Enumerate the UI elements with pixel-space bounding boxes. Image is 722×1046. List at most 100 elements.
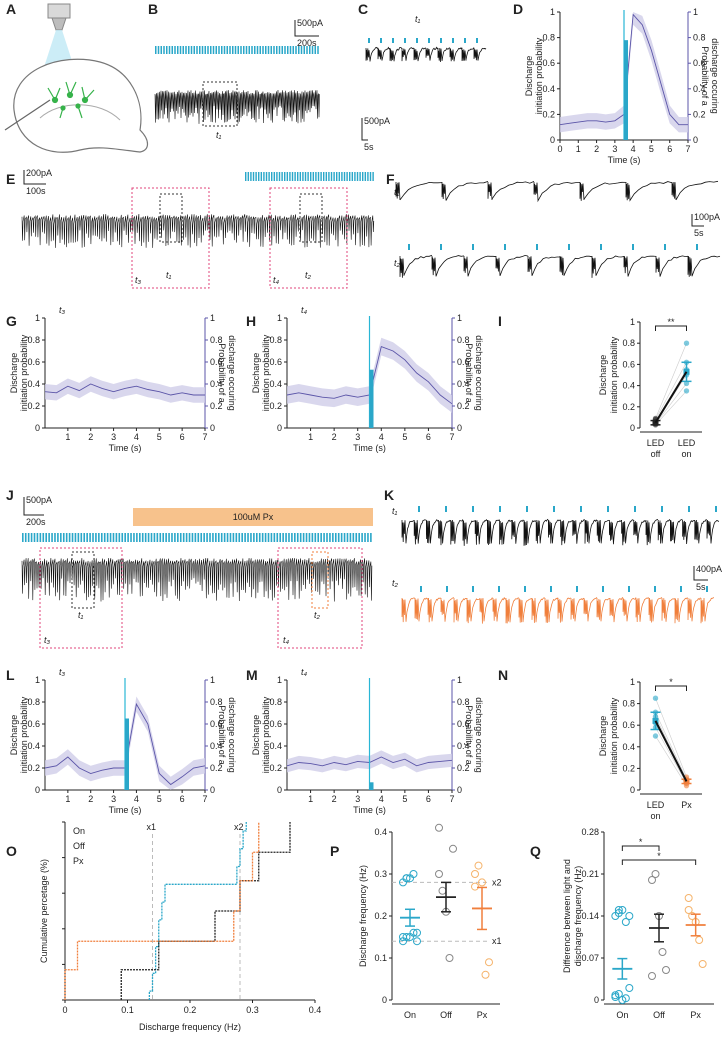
light-pulse bbox=[281, 46, 284, 54]
light-pulse bbox=[270, 533, 273, 542]
reference-label: x2 bbox=[492, 877, 502, 887]
x-tick-label: 6 bbox=[667, 144, 672, 154]
light-pulse bbox=[267, 533, 270, 542]
y2-tick-label: 0.8 bbox=[457, 697, 470, 707]
x-tick-label: Px bbox=[690, 1010, 701, 1020]
light-pulse bbox=[209, 533, 211, 542]
x-axis-label: Time (s) bbox=[608, 155, 641, 165]
light-pulse bbox=[628, 586, 630, 592]
y-axis-label: Discharge bbox=[251, 715, 261, 756]
data-point bbox=[651, 870, 660, 878]
light-pulse bbox=[472, 244, 474, 250]
light-pulse bbox=[30, 533, 33, 542]
light-pulse bbox=[359, 172, 361, 181]
bar bbox=[369, 782, 374, 790]
time-window-label: t₄ bbox=[273, 275, 280, 285]
data-point bbox=[652, 695, 659, 701]
selection-box bbox=[39, 547, 123, 649]
y2-tick-label: 0.8 bbox=[457, 335, 470, 345]
light-pulse bbox=[109, 533, 112, 542]
light-pulse bbox=[115, 533, 118, 542]
light-pulse bbox=[106, 533, 109, 542]
light-pulse bbox=[179, 533, 182, 542]
trace bbox=[621, 519, 634, 546]
x-tick-label: 3 bbox=[355, 794, 360, 804]
light-pulse bbox=[238, 533, 241, 542]
y-tick-label: 0.2 bbox=[622, 402, 635, 412]
x-tick-label: 3 bbox=[612, 144, 617, 154]
trace bbox=[473, 47, 487, 61]
scale-bar bbox=[691, 214, 704, 227]
light-pulse bbox=[278, 172, 281, 181]
light-pulse bbox=[284, 46, 286, 54]
y2-tick-label: 0 bbox=[693, 135, 698, 145]
light-pulse bbox=[168, 533, 170, 542]
light-pulse bbox=[680, 586, 682, 592]
x-axis-label: Time (s) bbox=[109, 805, 142, 815]
trace bbox=[453, 598, 467, 623]
label: 5s bbox=[696, 582, 706, 592]
time-window-label: t₂ bbox=[305, 270, 312, 280]
y-axis-label: Discharge bbox=[9, 353, 19, 394]
bar bbox=[125, 718, 129, 790]
x-tick-label: 2 bbox=[332, 432, 337, 442]
label: 500pA bbox=[26, 495, 52, 505]
legend-entry: On bbox=[73, 826, 85, 836]
x-tick-label: 7 bbox=[449, 432, 454, 442]
light-pulse bbox=[336, 172, 338, 181]
y-tick-label: 1 bbox=[277, 675, 282, 685]
y2-tick-label: 0.2 bbox=[457, 401, 470, 411]
light-pulse bbox=[367, 172, 369, 181]
light-pulse bbox=[356, 172, 359, 181]
y-axis-label: Cumulative percetage (%) bbox=[39, 859, 49, 963]
light-pulse bbox=[196, 46, 198, 54]
panel-letter: J bbox=[6, 487, 14, 503]
y2-tick-label: 0.2 bbox=[210, 763, 223, 773]
trace bbox=[657, 519, 671, 544]
significance-label: ** bbox=[667, 317, 675, 327]
label: t₁ bbox=[415, 14, 421, 24]
microscope-body bbox=[47, 3, 71, 19]
data-point bbox=[695, 936, 704, 944]
light-pulse bbox=[166, 46, 168, 54]
light-pulse bbox=[416, 38, 418, 43]
data-point bbox=[474, 861, 483, 870]
light-pulse bbox=[182, 533, 185, 542]
trace bbox=[584, 519, 598, 544]
light-pulse bbox=[452, 38, 454, 43]
light-pulse bbox=[147, 533, 150, 542]
light-pulse bbox=[256, 46, 259, 54]
y-tick-label: 0.2 bbox=[27, 763, 40, 773]
trace bbox=[682, 519, 695, 545]
trace bbox=[674, 597, 689, 624]
light-pulse bbox=[576, 586, 578, 592]
light-pulse bbox=[121, 533, 124, 542]
panel-letter: N bbox=[498, 667, 508, 683]
light-pulse bbox=[206, 533, 208, 542]
data-point bbox=[662, 966, 670, 974]
label: 100s bbox=[26, 186, 46, 196]
light-pulse bbox=[289, 46, 292, 54]
x-tick-label: 2 bbox=[594, 144, 599, 154]
light-pulse bbox=[234, 46, 237, 54]
light-pulse bbox=[262, 46, 264, 54]
light-pulse bbox=[264, 533, 267, 542]
trace bbox=[365, 46, 379, 62]
light-pulse bbox=[284, 172, 286, 181]
data-point bbox=[618, 906, 627, 914]
x-tick-label: 6 bbox=[180, 794, 185, 804]
y-tick-label: 0.6 bbox=[622, 720, 635, 730]
trace bbox=[557, 597, 571, 623]
light-pulse bbox=[553, 506, 555, 512]
y-tick-label: 0.4 bbox=[374, 827, 387, 837]
x-tick-label: 1 bbox=[576, 144, 581, 154]
legend-entry: Off bbox=[73, 841, 85, 851]
trace bbox=[463, 255, 497, 277]
light-pulse bbox=[191, 533, 194, 542]
light-pulse bbox=[83, 533, 86, 542]
x-tick-label: on bbox=[681, 449, 691, 459]
data-point bbox=[445, 954, 454, 962]
trace bbox=[511, 519, 524, 544]
annotation: t₃ bbox=[59, 667, 66, 677]
trace bbox=[527, 256, 560, 276]
